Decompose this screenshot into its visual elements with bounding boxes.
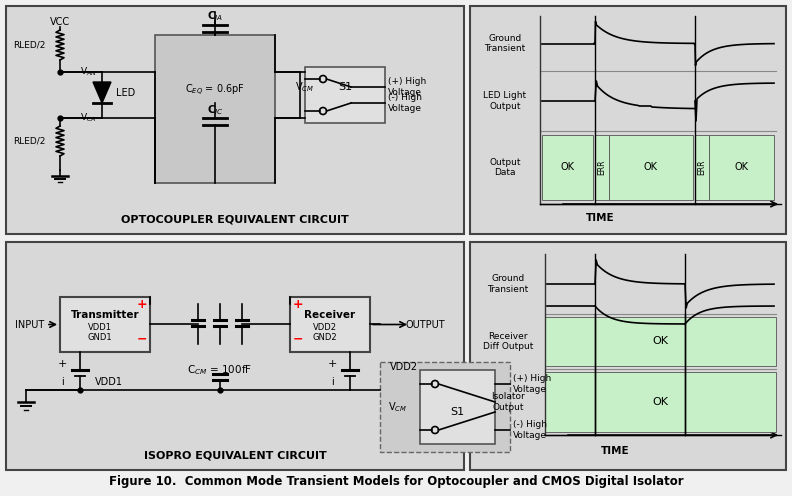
Text: Ground
Transient: Ground Transient: [487, 274, 528, 294]
Text: VDD1: VDD1: [95, 377, 123, 387]
Text: TIME: TIME: [600, 446, 630, 456]
Bar: [542, 135, 593, 200]
Text: ERR: ERR: [698, 160, 706, 175]
Text: (-) High
Voltage: (-) High Voltage: [388, 93, 422, 113]
Text: S1: S1: [451, 407, 465, 417]
Text: V$_{CA}$: V$_{CA}$: [80, 112, 97, 124]
Bar: [6, 6, 464, 234]
Bar: [60, 297, 150, 352]
Polygon shape: [93, 82, 111, 103]
Text: VCC: VCC: [50, 17, 70, 27]
Text: (+) High
Voltage: (+) High Voltage: [513, 374, 551, 394]
Text: −: −: [293, 332, 303, 346]
Bar: [709, 135, 774, 200]
Text: Output
Data: Output Data: [489, 158, 521, 177]
Text: INPUT: INPUT: [15, 319, 44, 329]
Text: (-) High
Voltage: (-) High Voltage: [513, 420, 547, 439]
Text: OK: OK: [644, 163, 658, 173]
Text: Transmitter: Transmitter: [70, 310, 139, 320]
Text: RLED/2: RLED/2: [13, 41, 46, 50]
Text: LED: LED: [116, 88, 135, 99]
Bar: [609, 135, 693, 200]
Text: OK: OK: [653, 397, 668, 407]
Bar: [695, 135, 709, 200]
Text: OUTPUT: OUTPUT: [406, 319, 445, 329]
Text: Figure 10.  Common Mode Transient Models for Optocoupler and CMOS Digital Isolat: Figure 10. Common Mode Transient Models …: [109, 476, 683, 489]
Text: RLED/2: RLED/2: [13, 136, 46, 145]
Text: OPTOCOUPLER EQUIVALENT CIRCUIT: OPTOCOUPLER EQUIVALENT CIRCUIT: [121, 215, 348, 225]
Text: GND2: GND2: [313, 332, 337, 342]
Bar: [470, 6, 786, 234]
Text: OK: OK: [653, 336, 668, 347]
Bar: [470, 242, 786, 470]
Text: GND1: GND1: [88, 332, 112, 342]
Text: C$_{IC}$: C$_{IC}$: [207, 103, 223, 117]
Text: C$_{IA}$: C$_{IA}$: [207, 9, 223, 23]
Text: V$_{CM}$: V$_{CM}$: [388, 400, 408, 414]
Text: Isolator
Output: Isolator Output: [491, 392, 525, 412]
Text: +: +: [137, 299, 147, 311]
Text: C$_{CM}$ = 100fF: C$_{CM}$ = 100fF: [188, 363, 253, 377]
Text: +: +: [327, 359, 337, 369]
Bar: [155, 35, 275, 183]
Text: VDD2: VDD2: [313, 322, 337, 331]
Text: OK: OK: [734, 163, 748, 173]
Text: ERR: ERR: [597, 160, 607, 175]
Text: −: −: [137, 332, 147, 346]
Text: i: i: [330, 377, 333, 387]
Text: OK: OK: [561, 163, 574, 173]
Text: LED Light
Output: LED Light Output: [483, 91, 527, 111]
Text: Receiver: Receiver: [304, 310, 356, 320]
Bar: [380, 362, 510, 452]
Bar: [545, 372, 776, 432]
Bar: [6, 242, 464, 470]
Text: (+) High
Voltage: (+) High Voltage: [388, 77, 426, 97]
Text: i: i: [61, 377, 63, 387]
Bar: [290, 297, 370, 352]
Bar: [305, 67, 385, 123]
Text: +: +: [293, 299, 303, 311]
Text: V$_{AN}$: V$_{AN}$: [80, 66, 97, 78]
Text: V$_{CM}$: V$_{CM}$: [295, 80, 314, 94]
Text: ISOPRO EQUIVALENT CIRCUIT: ISOPRO EQUIVALENT CIRCUIT: [143, 451, 326, 461]
Text: +: +: [57, 359, 67, 369]
Text: Receiver
Diff Output: Receiver Diff Output: [483, 332, 533, 351]
Text: VDD2: VDD2: [390, 362, 418, 372]
Text: S1: S1: [338, 82, 352, 92]
Text: Ground
Transient: Ground Transient: [485, 34, 526, 53]
Bar: [545, 317, 776, 366]
Bar: [595, 135, 609, 200]
Text: C$_{EQ}$ = 0.6pF: C$_{EQ}$ = 0.6pF: [185, 82, 245, 98]
Text: VDD1: VDD1: [88, 322, 112, 331]
Bar: [420, 370, 495, 444]
Text: TIME: TIME: [586, 213, 615, 223]
